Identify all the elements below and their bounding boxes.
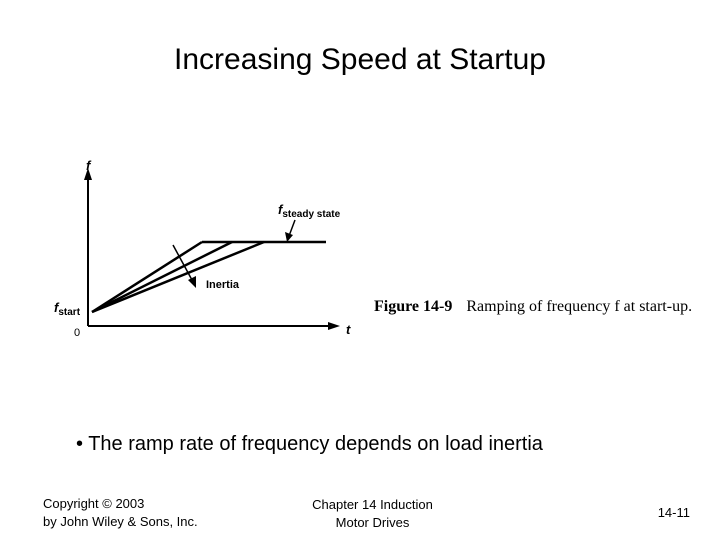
f-steady-label: fsteady state (278, 202, 341, 220)
inertia-arrowhead (188, 276, 196, 288)
copyright-line-2: by John Wiley & Sons, Inc. (43, 514, 198, 529)
figure-caption: Figure 14-9 Ramping of frequency f at sta… (374, 296, 694, 318)
inertia-label: Inertia (206, 279, 240, 291)
axis-y-label: f (86, 158, 92, 173)
steady-state-pointer (288, 219, 296, 237)
steady-state-arrowhead (285, 232, 293, 242)
figure-caption-number: Figure 14-9 (374, 298, 453, 315)
slide-title: Increasing Speed at Startup (174, 43, 546, 76)
figure-caption-text: Ramping of frequency f at start-up. (466, 298, 693, 315)
footer-copyright: Copyright © 2003 by John Wiley & Sons, I… (43, 495, 263, 531)
f-start-label: fstart (54, 300, 81, 318)
origin-label: 0 (74, 327, 80, 339)
ramp-fast (91, 240, 203, 314)
copyright-line-1: Copyright © 2003 (43, 496, 145, 511)
chapter-line-1: Chapter 14 Induction (312, 497, 433, 512)
frequency-ramp-diagram: f t 0 fstart fsteady state Inertia (54, 158, 351, 339)
footer-page-number: 14-11 (657, 505, 690, 520)
inertia-arrow (172, 244, 193, 281)
ramp-medium (91, 240, 233, 314)
axis-x-label: t (346, 322, 351, 337)
y-axis-arrow (84, 168, 92, 180)
chapter-line-2: Motor Drives (335, 515, 410, 530)
bullet-point: • The ramp rate of frequency depends on … (76, 433, 543, 455)
footer-chapter: Chapter 14 Induction Motor Drives (290, 496, 455, 532)
x-axis-arrow (328, 322, 340, 330)
ramp-slow (91, 240, 265, 314)
